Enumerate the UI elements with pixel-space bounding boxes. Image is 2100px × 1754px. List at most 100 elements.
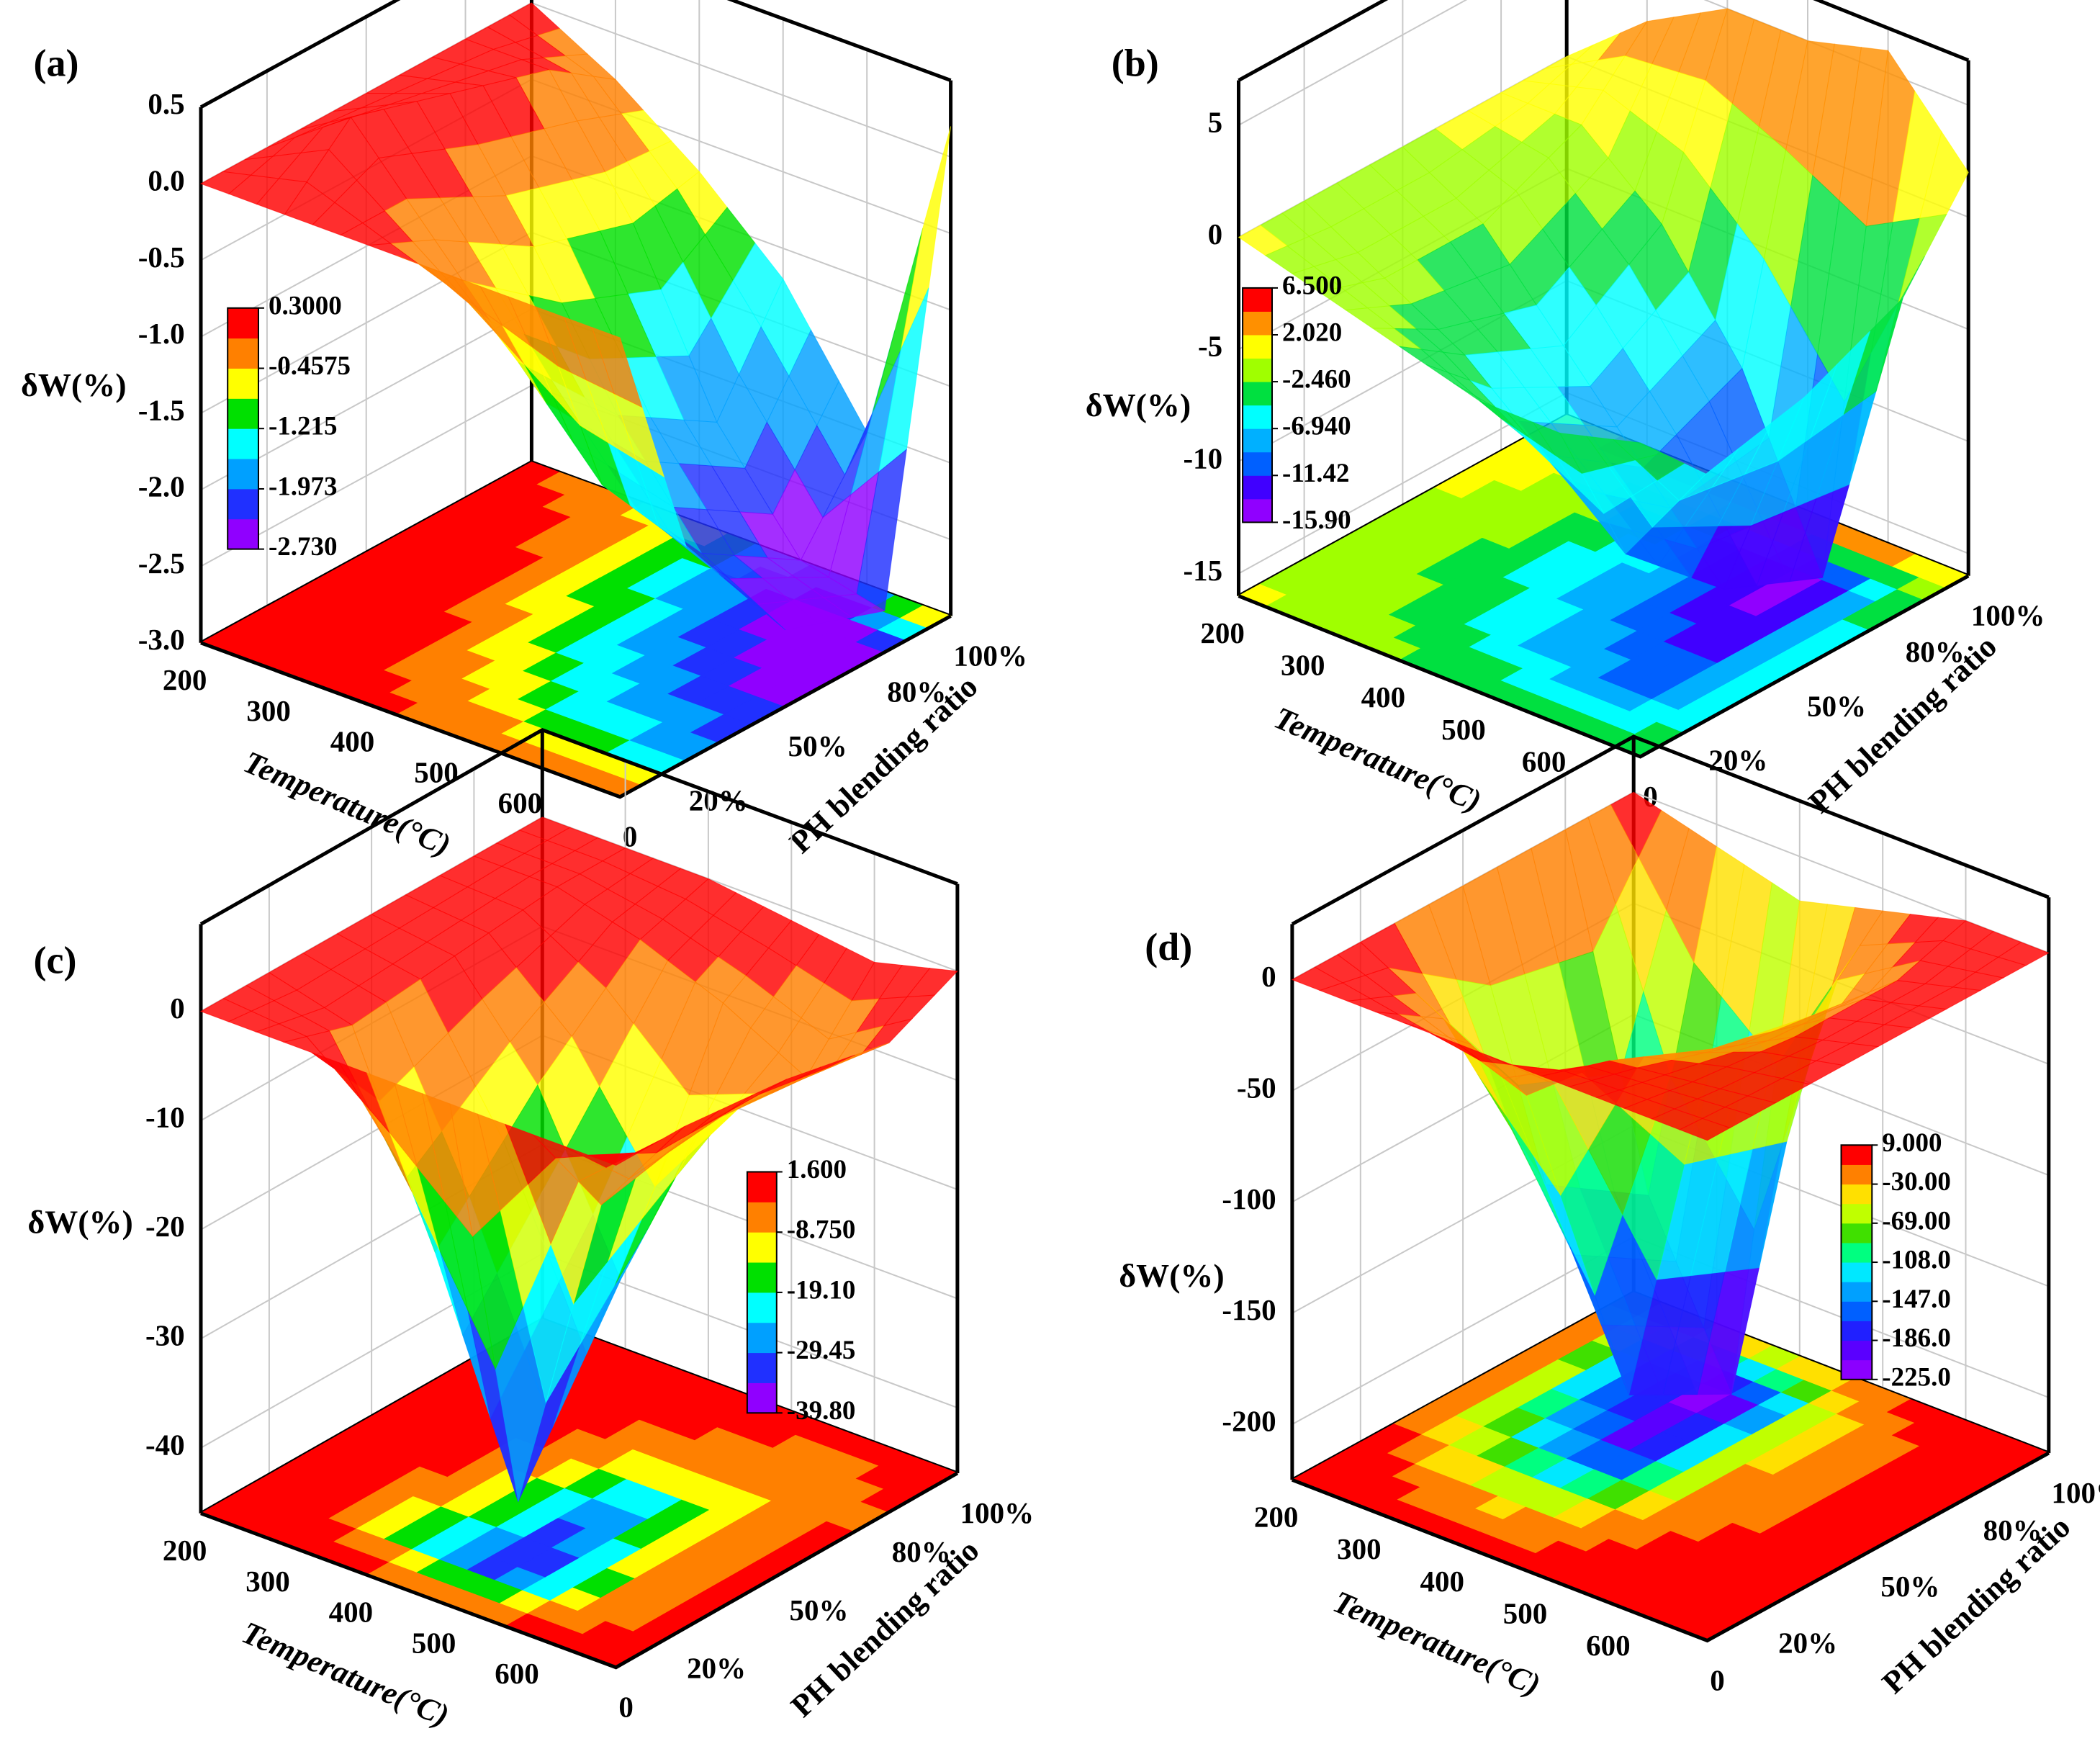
colorbar-band <box>747 1322 777 1354</box>
colorbar-band <box>747 1262 777 1293</box>
x-tick-label: 300 <box>246 694 291 727</box>
panel-label: (d) <box>1145 925 1192 968</box>
colorbar-band <box>1243 498 1272 523</box>
y-axis-title: PH blending ratio <box>784 1532 986 1724</box>
colorbar-tick-label: -0.4575 <box>269 351 351 381</box>
surface-cell <box>588 1152 639 1166</box>
y-axis-title: PH blending ratio <box>1802 629 2004 820</box>
axis-line <box>199 727 958 926</box>
colorbar-band <box>227 307 258 339</box>
colorbar-band <box>747 1232 777 1263</box>
z-axis-title: δW(%) <box>27 1203 133 1240</box>
panel: 200 300 400 500 600 0 20% 50% 80% 100% 0 -50 -100 -15… <box>1119 734 2100 1703</box>
z-tick-label: -1.0 <box>138 317 185 350</box>
y-tick-label: 50% <box>1807 689 1866 722</box>
colorbar-tick-label: -30.00 <box>1882 1167 1951 1197</box>
colorbar-band <box>227 368 258 399</box>
y-tick-label: 50% <box>1880 1570 1939 1603</box>
colorbar-band <box>1243 335 1272 359</box>
x-tick-label: 300 <box>245 1565 290 1598</box>
colorbar-tick-label: -19.10 <box>787 1275 856 1305</box>
colorbar-band <box>747 1382 777 1413</box>
z-tick-label: -2.5 <box>138 547 185 580</box>
x-tick-label: 600 <box>1522 745 1567 778</box>
z-tick-label: -40 <box>145 1428 185 1461</box>
x-tick-label: 400 <box>1420 1565 1464 1598</box>
z-tick-label: -200 <box>1222 1405 1276 1438</box>
panel-label: (c) <box>34 939 77 982</box>
z-tick-label: -20 <box>145 1210 185 1243</box>
surface-cell <box>1612 438 1664 461</box>
x-tick-label: 500 <box>412 1626 456 1659</box>
surface <box>1238 8 1969 590</box>
y-tick-label: 20% <box>1778 1626 1837 1659</box>
z-tick-label: 0 <box>170 991 185 1025</box>
y-tick-label: 20% <box>687 1652 746 1685</box>
z-tick-label: 0.5 <box>148 87 184 120</box>
surface-cell <box>1678 1117 1731 1141</box>
axis-line <box>1291 1451 2050 1643</box>
z-tick-label: -3.0 <box>138 623 185 656</box>
z-tick-label: -0.5 <box>138 240 185 274</box>
colorbar-tick-label: 0.3000 <box>269 291 342 320</box>
surface <box>199 817 958 1503</box>
x-tick-label: 300 <box>1337 1532 1382 1565</box>
z-axis-title: δW(%) <box>21 366 127 403</box>
z-tick-label: 0.0 <box>148 163 184 197</box>
colorbar-tick-label: -15.90 <box>1282 505 1351 535</box>
y-tick-label: 80% <box>1983 1514 2042 1547</box>
colorbar-band <box>1841 1223 1873 1243</box>
colorbar-tick-label: -6.940 <box>1282 412 1351 441</box>
x-tick-label: 400 <box>1361 680 1406 714</box>
axis-line <box>200 614 952 799</box>
colorbar-band <box>1841 1340 1873 1361</box>
colorbar-band <box>747 1171 777 1202</box>
colorbar-tick-label: -2.730 <box>269 532 338 562</box>
z-tick-label: -15 <box>1184 554 1223 587</box>
x-tick-label: 500 <box>1441 713 1486 746</box>
colorbar-tick-label: -8.750 <box>787 1215 856 1245</box>
z-tick-label: 0 <box>1261 960 1276 993</box>
colorbar-band <box>1243 475 1272 500</box>
z-tick-label: -10 <box>145 1101 185 1134</box>
x-tick-label: 600 <box>495 1657 539 1690</box>
z-tick-label: 0 <box>1208 217 1223 251</box>
colorbar-tick-label: -2.460 <box>1282 365 1351 395</box>
colorbar-tick-label: 6.500 <box>1282 271 1342 300</box>
z-tick-label: -50 <box>1237 1071 1276 1104</box>
y-tick-label: 80% <box>1906 635 1965 668</box>
z-tick-label: -30 <box>145 1319 185 1352</box>
x-tick-label: 200 <box>163 1534 207 1567</box>
colorbar-band <box>1841 1282 1873 1302</box>
colorbar-band <box>227 338 258 369</box>
colorbar-band <box>747 1292 777 1323</box>
y-tick-label: 100% <box>1971 599 2045 632</box>
z-tick-label: -150 <box>1222 1293 1276 1326</box>
colorbar-tick-label: 9.000 <box>1882 1128 1942 1158</box>
colorbar-band <box>747 1202 777 1233</box>
colorbar-band <box>227 518 258 550</box>
colorbar-tick-label: -1.215 <box>269 412 338 441</box>
surface-cell <box>900 126 952 351</box>
z-tick-label: -100 <box>1222 1182 1276 1215</box>
x-tick-label: 200 <box>1254 1501 1299 1534</box>
colorbar-tick-label: -69.00 <box>1882 1206 1951 1236</box>
colorbar-band <box>1243 405 1272 429</box>
z-tick-label: -2.0 <box>138 470 185 503</box>
x-tick-label: 400 <box>330 725 375 758</box>
colorbar-tick-label: 2.020 <box>1282 318 1342 347</box>
x-tick-label: 600 <box>498 786 543 819</box>
y-tick-label: 100% <box>960 1496 1035 1529</box>
y-tick-label: 80% <box>887 675 946 709</box>
z-axis-title: δW(%) <box>1119 1257 1225 1294</box>
colorbar-band <box>1841 1164 1873 1185</box>
z-tick-label: -5 <box>1198 330 1222 363</box>
colorbar-band <box>227 488 258 520</box>
colorbar-tick-label: -225.0 <box>1882 1362 1951 1392</box>
panel-label: (a) <box>34 41 79 84</box>
x-tick-label: 600 <box>1586 1629 1631 1662</box>
z-axis-title: δW(%) <box>1086 387 1191 423</box>
colorbar-tick-label: -11.42 <box>1282 459 1350 488</box>
axis-line <box>1238 574 1970 759</box>
surface <box>199 2 952 631</box>
